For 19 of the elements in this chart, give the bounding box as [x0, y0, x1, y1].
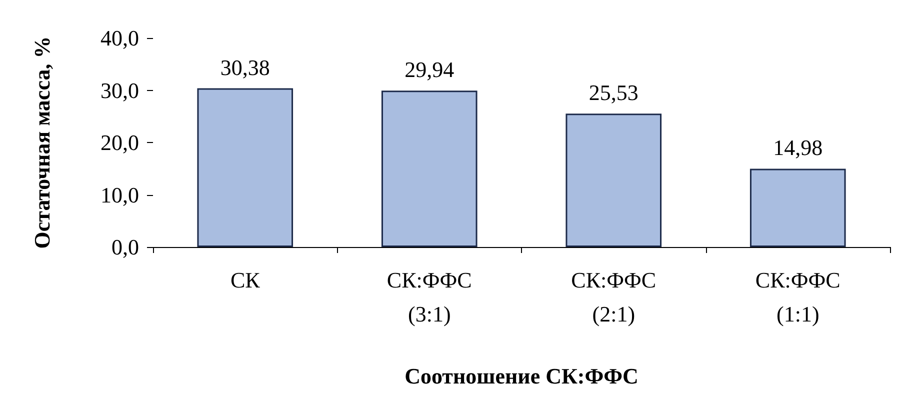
x-tick-label: СК:ФФС (1:1): [755, 268, 840, 326]
x-tick-label: СК:ФФС (3:1): [386, 268, 472, 326]
data-label: 25,53: [588, 80, 638, 106]
y-tick-label: 20,0: [100, 130, 139, 155]
data-label: 14,98: [773, 135, 823, 160]
bar: [750, 168, 846, 247]
y-axis-title: Остаточная масса, %: [30, 36, 54, 249]
y-tick-label: 10,0: [100, 182, 139, 208]
y-tick-label: 40,0: [100, 26, 139, 50]
y-tick-label: 0,0: [112, 234, 139, 260]
data-label: 30,38: [220, 54, 270, 80]
bar: [566, 114, 662, 247]
x-tick-label: СК: [230, 268, 260, 292]
x-tick-label: СК:ФФС (2:1): [571, 268, 656, 326]
bar: [381, 90, 478, 247]
data-label: 29,94: [404, 57, 454, 82]
x-axis-title: Соотношение СК:ФФС: [404, 364, 638, 388]
y-tick-label: 30,0: [100, 78, 139, 103]
bar: [197, 88, 294, 247]
